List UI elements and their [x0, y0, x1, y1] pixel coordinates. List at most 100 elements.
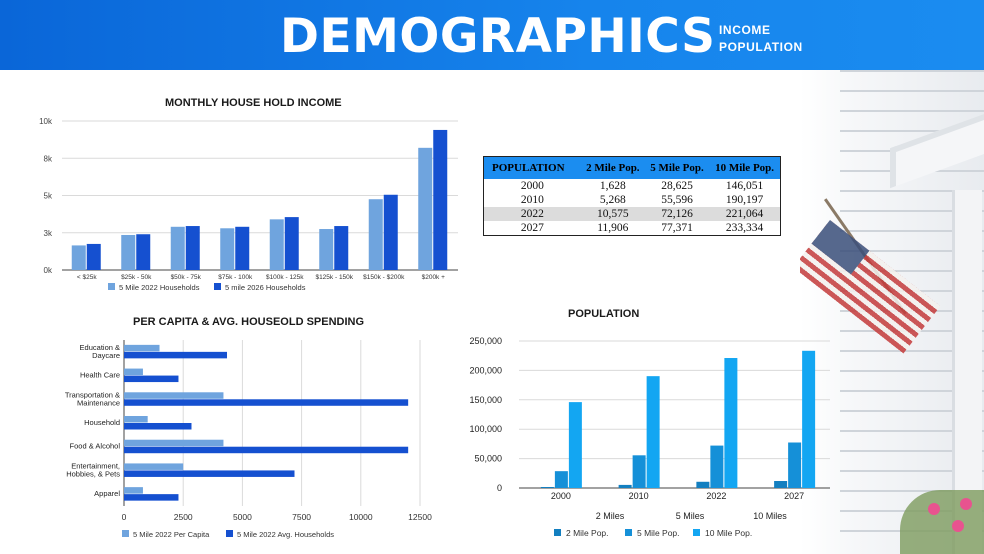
table-cell: 1,628	[599, 179, 626, 192]
x-tick-label: $125k - 150k	[315, 274, 353, 281]
legend-label: 10 Mile Pop.	[705, 528, 752, 538]
income-chart: 0k 3k 5k 8k 10k < $25k $25k - 50k $50k - 75k $75…	[39, 117, 458, 292]
legend-label: 5 Mile 2022 Avg. Households	[237, 530, 334, 539]
siding-line	[840, 210, 984, 212]
table-cell: 221,064	[709, 206, 781, 221]
y-tick-label-line: Household	[84, 418, 120, 427]
bar-2022	[71, 245, 86, 270]
subtitle-income: INCOME	[719, 23, 771, 37]
legend-label: 5 Mile Pop.	[637, 528, 680, 538]
table-cell: 10,575	[580, 206, 645, 221]
table-cell: 55,596	[661, 193, 693, 206]
x-tick-label: 2000	[551, 491, 571, 501]
y-tick-label: 50,000	[474, 454, 502, 464]
flower	[960, 498, 972, 510]
bar-10-mile	[646, 376, 660, 488]
table-row: 2022 10,575 72,126 221,064	[483, 206, 781, 221]
y-tick-label-line: Food & Alcohol	[70, 442, 121, 451]
table-cell: 72,126	[644, 206, 710, 221]
bar-2026	[185, 226, 200, 270]
siding-line	[840, 430, 984, 432]
house-photo	[800, 70, 984, 554]
bar-2022	[170, 226, 185, 270]
siding-line	[840, 110, 984, 112]
y-tick-label: Transportation & Maintenance	[65, 390, 120, 407]
bar-per-capita	[124, 416, 148, 423]
bar-2022	[418, 147, 433, 270]
y-tick-label-line: Maintenance	[77, 398, 120, 407]
table-header-row: POPULATION 2 Mile Pop. 5 Mile Pop. 10 Mi…	[483, 156, 781, 179]
bar-avg-household	[124, 494, 179, 501]
siding-line	[840, 370, 984, 372]
bar-2022	[269, 219, 284, 270]
y-tick-label-line: Hobbies, & Pets	[66, 469, 120, 478]
bar-2026	[433, 129, 448, 270]
bar-2026	[136, 234, 151, 270]
legend-swatch	[108, 283, 115, 290]
y-tick-label-line: Entertainment,	[71, 461, 120, 470]
y-tick-label: Entertainment, Hobbies, & Pets	[66, 461, 120, 478]
y-tick-label-line: Education &	[80, 343, 120, 352]
bar-5-mile	[554, 471, 568, 488]
siding-line	[840, 230, 984, 232]
siding-line	[840, 450, 984, 452]
x-tick-label: 12500	[408, 512, 432, 522]
y-tick-label-line: Health Care	[80, 371, 120, 380]
bar-per-capita	[124, 344, 160, 352]
x-tick-label: $100k - 125k	[266, 274, 304, 281]
table-header-cell: 5 Mile Pop.	[644, 156, 710, 179]
y-tick-label: 5k	[44, 192, 53, 201]
y-tick-label: 8k	[44, 154, 53, 163]
table-cell: 2027	[520, 221, 544, 234]
x-tick-label: $150k - $200k	[363, 274, 405, 281]
bar-2022	[220, 228, 235, 270]
x-tick-label: 2027	[784, 491, 804, 501]
spending-chart-title: PER CAPITA & AVG. HOUSEOLD SPENDING	[133, 316, 365, 328]
axis-group-label: 10 Miles	[753, 511, 787, 521]
siding-line	[840, 70, 984, 72]
table-row: 2010 5,268 55,596 190,197	[484, 193, 781, 207]
bar-2022	[319, 229, 334, 270]
bar-2-mile	[696, 481, 710, 488]
bar-per-capita	[124, 368, 143, 376]
legend-swatch	[693, 529, 700, 536]
flower	[952, 520, 964, 532]
y-tick-label: 100,000	[469, 424, 502, 434]
y-tick-label: Health Care	[80, 371, 120, 380]
y-tick-label: 3k	[44, 229, 53, 238]
y-tick-label: 200,000	[469, 365, 502, 375]
bar-2-mile	[774, 480, 788, 488]
siding-line	[840, 130, 984, 132]
bar-avg-household	[124, 351, 228, 359]
plant-foliage	[900, 490, 984, 554]
bar-5-mile	[788, 442, 802, 488]
header-banner: DEMOGRAPHICS INCOME POPULATION	[0, 0, 984, 70]
spending-chart: 0 2500 5000 7500 10000 12500 Education & Daycar…	[65, 340, 432, 539]
house-roof-trim	[890, 111, 984, 189]
table-header-cell: 2 Mile Pop.	[580, 156, 645, 179]
table-cell: 233,334	[725, 221, 764, 234]
legend-label: 5 Mile 2022 Households	[119, 283, 200, 292]
bar-2-mile	[618, 484, 632, 488]
table-cell: 190,197	[725, 193, 764, 206]
siding-line	[840, 410, 984, 412]
table-cell: 5,268	[599, 193, 626, 206]
table-row: 2027 11,906 77,371 233,334	[484, 221, 781, 236]
flag-union	[811, 220, 870, 275]
y-tick-label: Household	[84, 418, 120, 427]
x-tick-label: 2010	[629, 491, 649, 501]
x-tick-label: 2022	[706, 491, 726, 501]
bar-per-capita	[124, 463, 184, 470]
y-tick-label: 250,000	[469, 336, 502, 346]
y-tick-label: Food & Alcohol	[70, 442, 121, 451]
x-tick-label: 10000	[349, 512, 373, 522]
y-tick-label-line: Apparel	[94, 489, 120, 498]
y-tick-label: 10k	[39, 117, 53, 126]
x-tick-label: 0	[122, 512, 127, 522]
table-cell: 28,625	[661, 179, 693, 192]
x-tick-label: 7500	[292, 512, 311, 522]
bar-10-mile	[724, 358, 738, 488]
axis-group-label: 5 Miles	[676, 511, 705, 521]
table-header-cell: POPULATION	[483, 156, 581, 179]
bar-2-mile	[540, 487, 554, 488]
